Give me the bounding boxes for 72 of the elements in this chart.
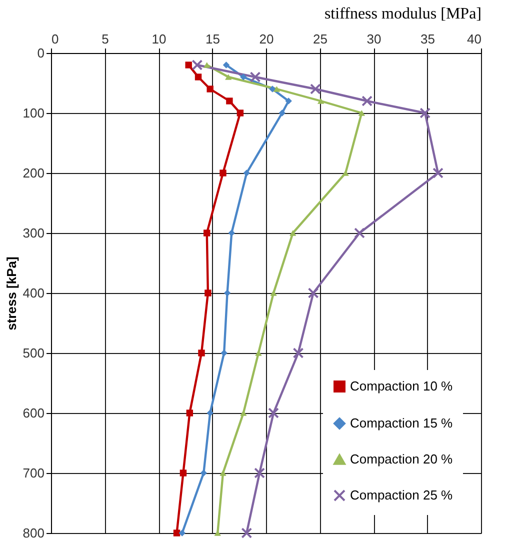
- legend-label: Compaction 20 %: [350, 452, 454, 466]
- point: [236, 110, 244, 116]
- x-tick-label: 25: [313, 32, 328, 46]
- x-tick-label: 35: [420, 32, 435, 46]
- point: [224, 290, 231, 296]
- x-tick-label: 20: [259, 32, 274, 46]
- point: [270, 290, 277, 296]
- point: [250, 72, 261, 82]
- point: [192, 60, 203, 70]
- point: [220, 350, 228, 356]
- point: [180, 470, 187, 476]
- point: [254, 468, 266, 478]
- y-tick-label: 200: [22, 166, 44, 180]
- point: [220, 170, 226, 176]
- point: [308, 288, 319, 298]
- point: [204, 290, 212, 296]
- point: [198, 350, 205, 356]
- point: [432, 168, 444, 178]
- y-axis-title: stress [kPa]: [4, 256, 19, 330]
- point: [255, 350, 262, 356]
- x-axis-title: stiffness modulus [MPa]: [324, 6, 482, 22]
- point: [292, 348, 304, 358]
- point: [354, 228, 365, 238]
- y-tick-label: 600: [22, 406, 44, 420]
- x-tick-label: 40: [467, 32, 482, 46]
- point: [206, 86, 214, 92]
- x-tick-label: 30: [366, 32, 382, 46]
- point: [285, 98, 292, 104]
- y-tick-label: 800: [22, 526, 44, 540]
- point: [206, 410, 214, 416]
- y-tick-label: 500: [22, 346, 44, 360]
- point: [204, 230, 210, 236]
- point: [310, 84, 321, 94]
- point: [178, 530, 186, 536]
- point: [268, 408, 279, 418]
- x-tick-label: 15: [206, 32, 220, 46]
- point: [240, 74, 247, 80]
- point: [226, 98, 233, 104]
- point: [290, 230, 296, 236]
- point: [200, 470, 208, 476]
- point: [240, 410, 247, 416]
- point: [185, 62, 192, 68]
- point: [269, 86, 276, 92]
- legend-label: Compaction 25 %: [350, 488, 454, 502]
- y-tick-label: 100: [22, 106, 44, 120]
- x-tick-label: 0: [52, 32, 59, 46]
- point: [228, 230, 235, 236]
- point: [222, 62, 230, 68]
- point: [173, 530, 180, 536]
- point: [241, 528, 252, 538]
- y-tick-label: 0: [37, 46, 44, 60]
- point: [273, 86, 280, 92]
- point: [214, 530, 221, 536]
- point: [342, 170, 349, 176]
- point: [420, 108, 431, 118]
- point: [362, 96, 373, 106]
- point: [204, 62, 210, 68]
- point: [317, 98, 324, 104]
- x-tick-label: 10: [152, 32, 166, 46]
- y-tick-label: 400: [22, 286, 44, 300]
- point: [358, 110, 366, 116]
- point: [220, 470, 226, 476]
- point: [186, 410, 194, 416]
- point: [243, 170, 250, 176]
- legend-label: Compaction 15 %: [350, 416, 454, 430]
- y-tick-label: 300: [22, 226, 44, 240]
- y-tick-label: 700: [22, 466, 44, 480]
- legend-label: Compaction 10 %: [350, 378, 454, 394]
- point: [278, 110, 286, 116]
- x-tick-label: 5: [102, 32, 109, 46]
- point: [194, 74, 202, 80]
- point: [225, 74, 232, 80]
